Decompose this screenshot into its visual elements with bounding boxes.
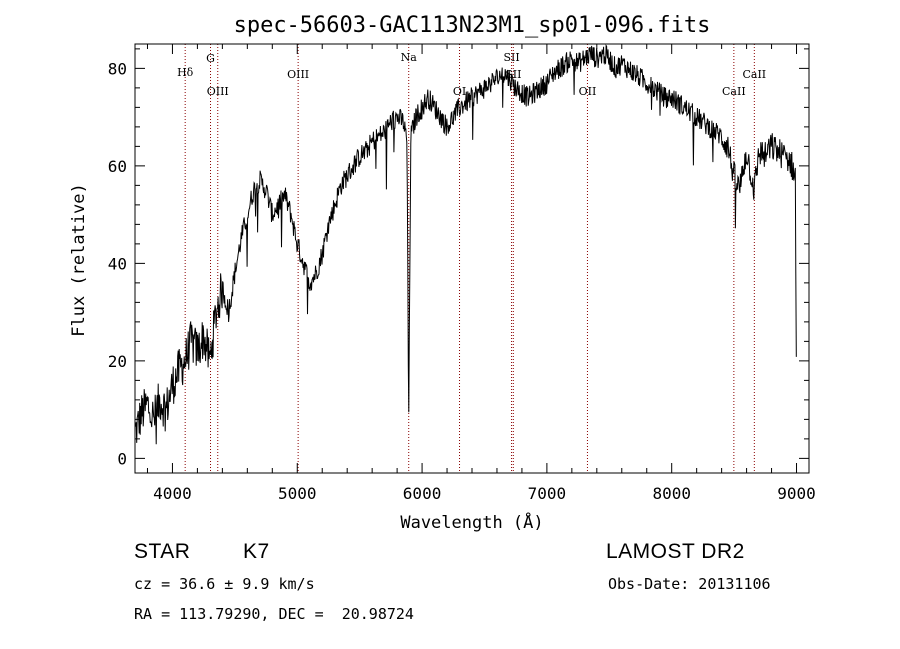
line-marker-label: OIII: [287, 68, 309, 81]
x-tick-label: 5000: [278, 484, 317, 503]
x-tick-label: 9000: [777, 484, 816, 503]
y-tick-label: 60: [108, 157, 127, 176]
line-marker-label: SII: [503, 51, 519, 64]
x-tick-label: 6000: [403, 484, 442, 503]
x-axis-label: Wavelength (Å): [400, 511, 543, 533]
object-class: STAR: [134, 540, 191, 563]
line-marker-label: OI: [453, 85, 466, 98]
redshift-velocity: cz = 36.6 ± 9.9 km/s: [134, 575, 315, 593]
x-tick-label: 8000: [652, 484, 691, 503]
line-marker-label: CaII: [742, 68, 766, 81]
line-marker-label: CaII: [722, 85, 746, 98]
observation-date: Obs-Date: 20131106: [608, 575, 771, 593]
coordinates: RA = 113.79290, DEC = 20.98724: [134, 605, 414, 623]
line-marker-label: OII: [579, 85, 597, 98]
y-tick-label: 0: [117, 449, 127, 468]
line-marker-label: OIII: [207, 85, 229, 98]
x-tick-label: 7000: [528, 484, 567, 503]
y-tick-label: 20: [108, 352, 127, 371]
axis-ticks: 4000 5000 6000 7000 8000 9000 0 20 40 60 80: [108, 44, 816, 503]
x-tick-label: 4000: [153, 484, 192, 503]
y-tick-label: 80: [108, 59, 127, 78]
y-axis-label: Flux (relative): [69, 183, 89, 337]
line-marker-label: G: [206, 52, 215, 65]
line-marker-label: Na: [401, 51, 418, 64]
spectrum-line: [134, 44, 797, 445]
line-marker-label: Hδ: [177, 66, 194, 79]
survey-name: LAMOST DR2: [606, 540, 745, 563]
chart-title: spec-56603-GAC113N23M1_sp01-096.fits: [234, 13, 711, 38]
object-subclass: K7: [243, 540, 270, 563]
y-tick-label: 40: [108, 254, 127, 273]
